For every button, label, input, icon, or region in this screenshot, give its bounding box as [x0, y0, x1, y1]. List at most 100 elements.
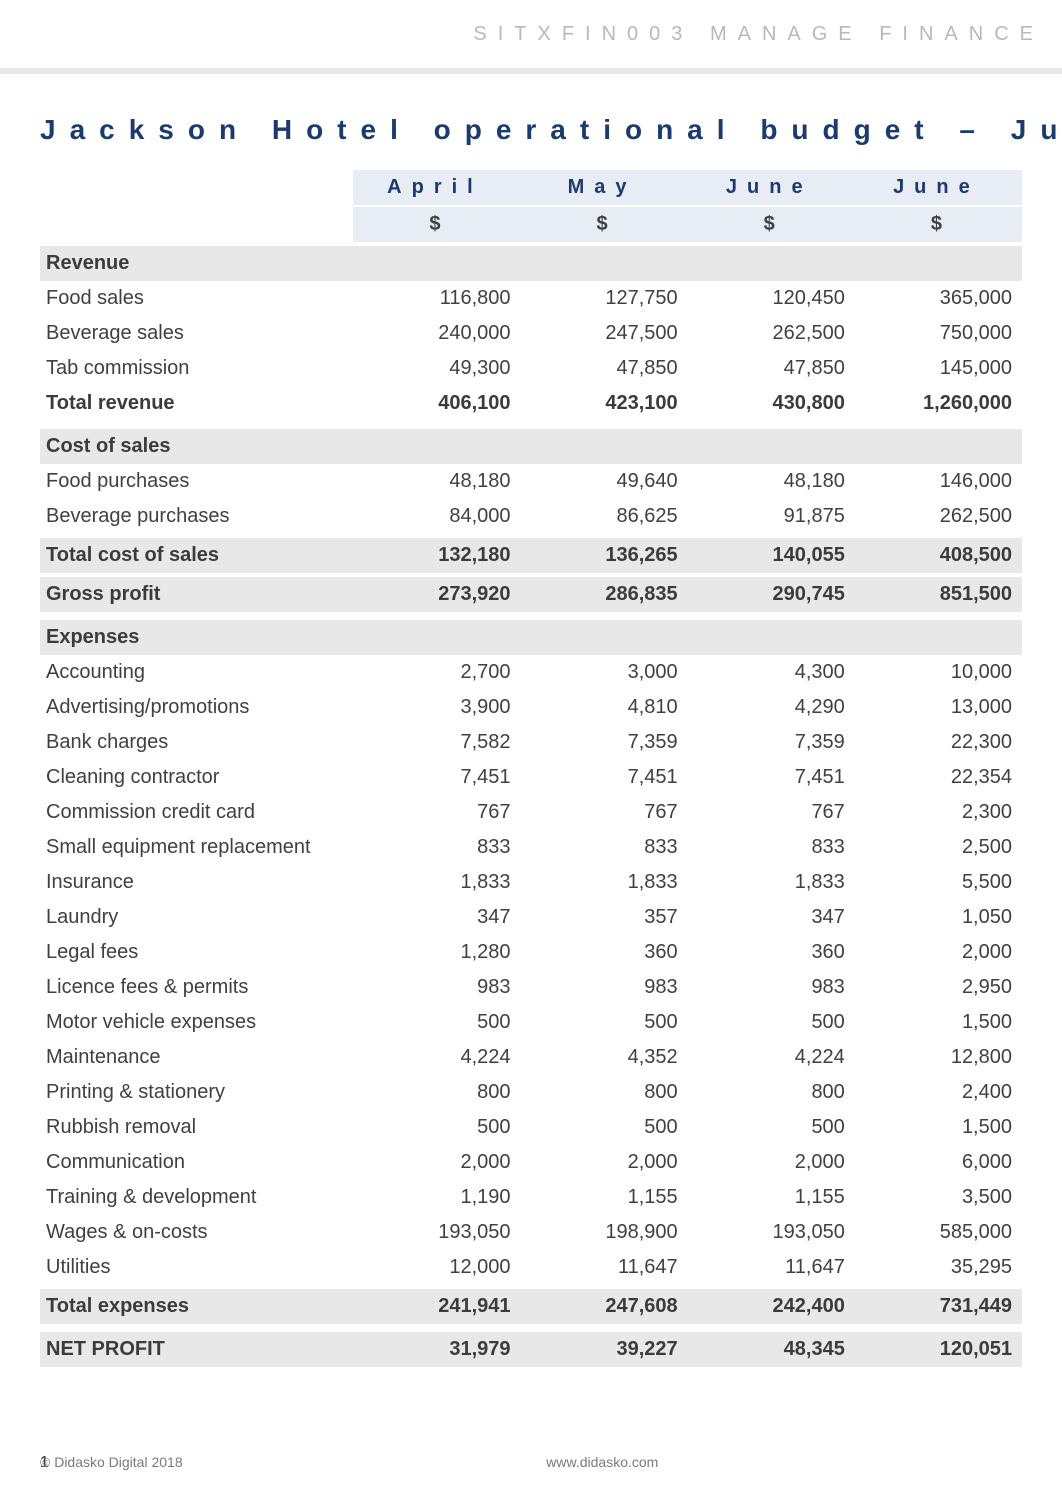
row-value: 500: [521, 1005, 688, 1040]
row-value: 262,500: [688, 316, 855, 351]
col-month-3: June: [855, 170, 1022, 206]
row-label: Cleaning contractor: [40, 760, 353, 795]
table-row: Communication 2,0002,0002,0006,000: [40, 1145, 1022, 1180]
row-value: 983: [688, 970, 855, 1005]
row-label: Wages & on-costs: [40, 1215, 353, 1250]
row-value: 7,582: [353, 725, 520, 760]
row-value: 767: [353, 795, 520, 830]
row-value: 84,000: [353, 499, 520, 536]
row-label: Commission credit card: [40, 795, 353, 830]
row-value: 1,500: [855, 1110, 1022, 1145]
row-value: 5,500: [855, 865, 1022, 900]
row-value: 1,260,000: [855, 386, 1022, 421]
row-value: 423,100: [521, 386, 688, 421]
row-value: 3,900: [353, 690, 520, 725]
row-value: 347: [688, 900, 855, 935]
row-label: Food sales: [40, 281, 353, 316]
table-row: Rubbish removal 5005005001,500: [40, 1110, 1022, 1145]
row-value: 47,850: [688, 351, 855, 386]
row-value: 290,745: [688, 575, 855, 612]
row-value: 146,000: [855, 464, 1022, 499]
row-value: 430,800: [688, 386, 855, 421]
row-value: 48,180: [353, 464, 520, 499]
row-value: 48,180: [688, 464, 855, 499]
row-value: 31,979: [353, 1330, 520, 1367]
table-row: Total revenue 406,100423,100430,8001,260…: [40, 386, 1022, 421]
row-label: NET PROFIT: [40, 1330, 353, 1367]
row-value: 86,625: [521, 499, 688, 536]
row-value: 2,400: [855, 1075, 1022, 1110]
col-unit-2: $: [688, 206, 855, 244]
row-value: 347: [353, 900, 520, 935]
table-row: Beverage purchases 84,00086,62591,875262…: [40, 499, 1022, 536]
row-value: 833: [521, 830, 688, 865]
row-value: 127,750: [521, 281, 688, 316]
row-value: 193,050: [353, 1215, 520, 1250]
row-value: 800: [353, 1075, 520, 1110]
row-label: Small equipment replacement: [40, 830, 353, 865]
table-row: Cleaning contractor 7,4517,4517,45122,35…: [40, 760, 1022, 795]
row-value: 10,000: [855, 655, 1022, 690]
row-value: 500: [521, 1110, 688, 1145]
col-month-0: April: [353, 170, 520, 206]
row-value: 2,000: [688, 1145, 855, 1180]
row-value: 286,835: [521, 575, 688, 612]
col-unit-1: $: [521, 206, 688, 244]
row-value: 7,451: [688, 760, 855, 795]
row-value: 2,500: [855, 830, 1022, 865]
row-value: 2,300: [855, 795, 1022, 830]
row-label: Total expenses: [40, 1287, 353, 1324]
table-row: Gross profit 273,920286,835290,745851,50…: [40, 575, 1022, 612]
table-row: Licence fees & permits 9839839832,950: [40, 970, 1022, 1005]
row-value: 4,810: [521, 690, 688, 725]
table-row: Maintenance 4,2244,3524,22412,800: [40, 1040, 1022, 1075]
row-value: 7,451: [521, 760, 688, 795]
row-value: 116,800: [353, 281, 520, 316]
row-value: 3,000: [521, 655, 688, 690]
table-row: Food purchases 48,18049,64048,180146,000: [40, 464, 1022, 499]
table-row: Bank charges 7,5827,3597,35922,300: [40, 725, 1022, 760]
table-row: Advertising/promotions 3,9004,8104,29013…: [40, 690, 1022, 725]
col-month-2: June: [688, 170, 855, 206]
row-label: Bank charges: [40, 725, 353, 760]
row-value: 22,354: [855, 760, 1022, 795]
table-row: Food sales 116,800127,750120,450365,000: [40, 281, 1022, 316]
row-value: 585,000: [855, 1215, 1022, 1250]
row-value: 365,000: [855, 281, 1022, 316]
row-label: Gross profit: [40, 575, 353, 612]
table-header-months: April May June June: [40, 170, 1022, 206]
row-value: 2,950: [855, 970, 1022, 1005]
row-value: 241,941: [353, 1287, 520, 1324]
row-label: Beverage sales: [40, 316, 353, 351]
row-value: 360: [521, 935, 688, 970]
section-head: Cost of sales: [40, 427, 1022, 464]
row-value: 12,800: [855, 1040, 1022, 1075]
row-value: 833: [688, 830, 855, 865]
row-value: 49,300: [353, 351, 520, 386]
row-label: Training & development: [40, 1180, 353, 1215]
row-value: 7,451: [353, 760, 520, 795]
row-value: 500: [353, 1110, 520, 1145]
row-value: 120,051: [855, 1330, 1022, 1367]
row-label: Motor vehicle expenses: [40, 1005, 353, 1040]
row-value: 500: [353, 1005, 520, 1040]
page-footer: © Didasko Digital 2018 www.didasko.com: [40, 1454, 1022, 1470]
row-label: Communication: [40, 1145, 353, 1180]
row-value: 140,055: [688, 536, 855, 575]
row-value: 983: [521, 970, 688, 1005]
row-value: 500: [688, 1005, 855, 1040]
row-label: Insurance: [40, 865, 353, 900]
row-value: 273,920: [353, 575, 520, 612]
table-row: Total cost of sales 132,180136,265140,05…: [40, 536, 1022, 575]
row-value: 800: [521, 1075, 688, 1110]
row-value: 136,265: [521, 536, 688, 575]
row-value: 198,900: [521, 1215, 688, 1250]
row-label: Licence fees & permits: [40, 970, 353, 1005]
row-label: Laundry: [40, 900, 353, 935]
row-value: 1,280: [353, 935, 520, 970]
footer-copyright: © Didasko Digital 2018: [40, 1454, 183, 1470]
page-title: Jackson Hotel operational budget – June …: [40, 114, 1022, 146]
row-value: 406,100: [353, 386, 520, 421]
row-value: 120,450: [688, 281, 855, 316]
row-value: 767: [688, 795, 855, 830]
